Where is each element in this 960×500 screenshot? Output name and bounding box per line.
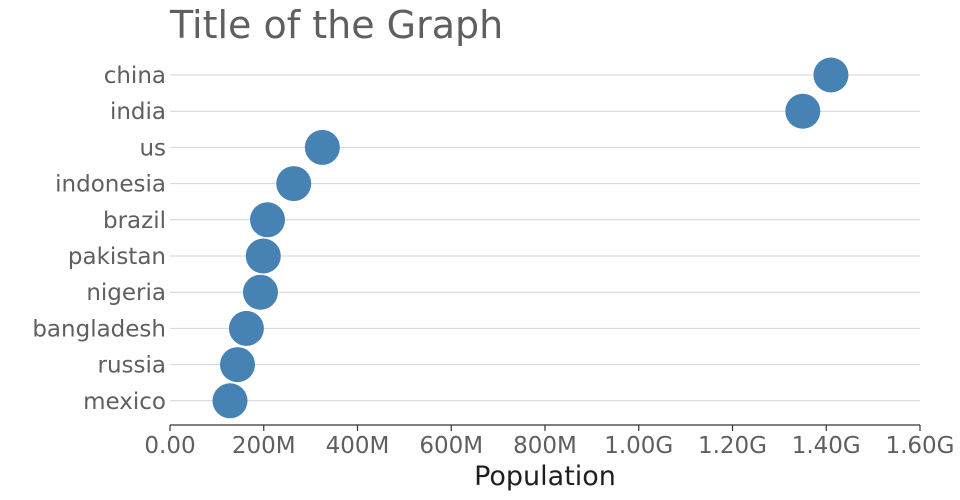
data-point-indonesia: [276, 166, 312, 202]
data-point-india: [785, 93, 821, 129]
x-tick-label-4: 800M: [513, 433, 577, 459]
category-label-bangladesh: bangladesh: [32, 316, 166, 342]
data-point-us: [304, 129, 340, 165]
x-tick-label-3: 600M: [419, 433, 483, 459]
data-point-nigeria: [242, 274, 278, 310]
x-tick-label-0: 0.00: [144, 433, 195, 459]
x-tick-label-7: 1.40G: [792, 433, 861, 459]
category-label-indonesia: indonesia: [55, 172, 166, 198]
category-label-india: india: [110, 99, 166, 125]
x-axis: 0.00 200M 400M 600M 800M 1.00G 1.20G 1.40G 1.60G: [144, 424, 955, 459]
category-label-nigeria: nigeria: [86, 280, 166, 306]
chart-title: Title of the Graph: [169, 3, 503, 47]
x-tick-label-8: 1.60G: [885, 433, 954, 459]
data-points: [212, 57, 849, 419]
data-point-pakistan: [245, 238, 281, 274]
data-point-russia: [220, 347, 255, 383]
category-labels: china india us indonesia brazil pakistan niger…: [32, 63, 166, 415]
x-tick-label-2: 400M: [326, 433, 390, 459]
category-label-us: us: [139, 135, 166, 161]
data-point-bangladesh: [228, 310, 264, 346]
x-tick-label-5: 1.00G: [604, 433, 673, 459]
x-tick-label-1: 200M: [232, 433, 296, 459]
data-point-mexico: [212, 383, 248, 419]
category-label-china: china: [104, 63, 166, 89]
category-label-mexico: mexico: [83, 389, 166, 415]
category-label-russia: russia: [98, 353, 166, 379]
x-axis-title: Population: [474, 461, 616, 492]
data-point-brazil: [250, 202, 285, 238]
x-tick-label-6: 1.20G: [698, 433, 767, 459]
category-label-pakistan: pakistan: [68, 244, 166, 270]
category-label-brazil: brazil: [103, 208, 166, 234]
data-point-china: [813, 57, 849, 93]
